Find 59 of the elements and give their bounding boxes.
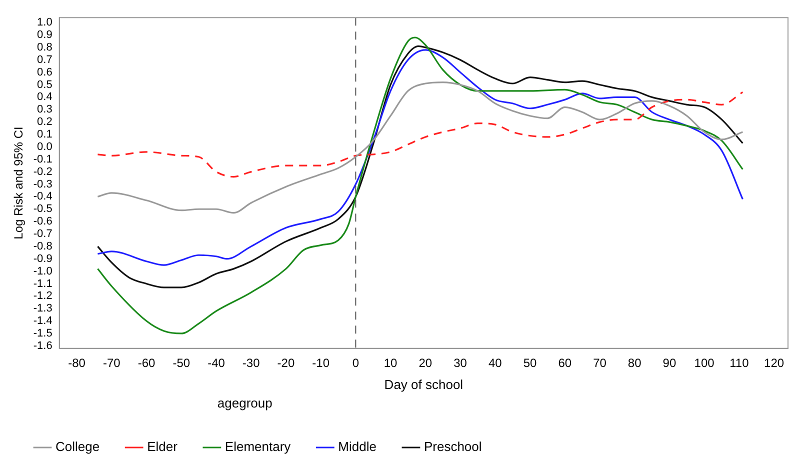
x-tick-label: 50 [523,356,538,370]
x-tick-label: 110 [730,356,750,370]
y-tick-label: -1.3 [33,302,52,315]
y-tick-label: 0.6 [37,66,52,78]
x-tick-label: 80 [628,356,642,370]
line-series [96,91,744,178]
x-tick-label: -50 [172,356,190,370]
x-axis-title: Day of school [384,377,464,392]
line-series [96,36,744,334]
x-tick-label: -30 [242,356,260,370]
y-axis-title: Log Risk and 95% CI [12,126,26,240]
y-tick-label: -1.4 [33,315,52,328]
y-tick-label: -0.3 [33,178,52,190]
y-tick-label: 0.4 [37,91,52,104]
y-tick-label: -0.7 [33,228,52,240]
y-tick-label: -1.0 [33,265,52,278]
y-tick-label: -0.4 [33,190,52,203]
x-tick-label: 10 [384,356,398,370]
x-tick-label: -70 [102,356,121,370]
y-tick-label: -1.1 [33,278,52,290]
y-tick-label: 0.1 [37,128,52,141]
y-tick-label: 0.5 [37,78,52,91]
y-tick-label: -0.5 [33,203,52,216]
x-tick-label: 20 [418,356,432,370]
x-tick-label: 90 [662,356,676,370]
y-tick-label: 0.8 [37,41,52,54]
y-tick-label: -1.2 [33,290,52,302]
y-tick-label: 0.3 [37,104,52,116]
legend-label: Elder [147,439,178,454]
y-tick-label: -0.6 [33,216,52,228]
legend-title: agegroup [217,395,272,410]
x-tick-label: -10 [312,356,330,370]
x-tick-label: 120 [764,356,784,370]
y-tick-label: 0.7 [37,54,52,66]
line-series [96,81,744,214]
y-tick-label: 1.0 [37,16,52,29]
y-tick-label: 0.9 [37,29,52,42]
y-tick-label: -0.1 [33,153,52,166]
y-tick-label: -0.2 [33,166,52,178]
x-tick-label: -60 [138,356,156,370]
legend-label: College [56,439,100,454]
x-tick-label: -40 [208,356,226,370]
x-tick-label: -20 [277,356,295,370]
x-tick-label: 100 [694,356,715,370]
y-tick-label: -1.6 [33,340,52,352]
y-tick-label: 0.0 [37,140,52,153]
x-tick-label: -80 [68,356,86,370]
legend-label: Elementary [224,439,292,454]
x-tick-label: 40 [488,356,502,370]
y-tick-label: -0.8 [33,240,52,252]
x-tick-label: 0 [352,356,360,370]
x-tick-label: 30 [454,356,468,370]
y-tick-label: -0.9 [33,252,52,265]
legend-label: Middle [338,439,376,454]
legend-label: Preschool [424,439,482,454]
x-tick-label: 70 [593,356,607,370]
x-tick-label: 60 [558,356,572,370]
y-tick-label: -1.5 [33,328,52,340]
y-tick-label: 0.2 [37,116,52,128]
